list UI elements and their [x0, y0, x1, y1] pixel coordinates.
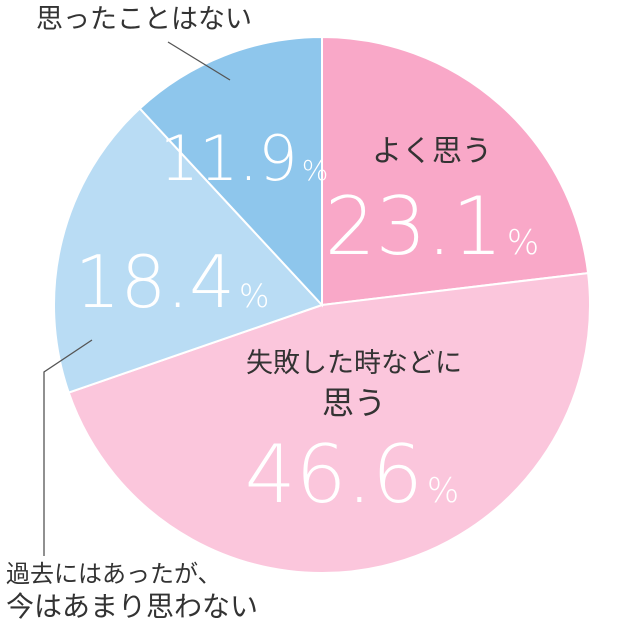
leader-line-past [43, 339, 93, 556]
slice-label-failure-line2: 思う [322, 384, 386, 422]
slice-value-often: 23.1% [325, 180, 539, 273]
pie-slice-past [53, 107, 324, 394]
slice-value-never: 11.9% [160, 122, 329, 195]
slice-value-past: 18.4% [75, 240, 270, 324]
pie-slice-often [321, 35, 590, 307]
pie-slice-never [138, 35, 323, 308]
slice-label-past-line2: 今はあまり思わない [6, 590, 258, 623]
pie-slices [53, 35, 591, 574]
slice-label-often: よく思う [372, 134, 492, 169]
slice-value-failure: 46.6% [245, 428, 459, 521]
slice-label-failure-line1: 失敗した時などに [246, 348, 462, 379]
slice-label-past-line1: 過去にはあったが、 [6, 560, 222, 588]
leader-line-never [167, 41, 231, 81]
slice-label-never: 思ったことはない [36, 4, 252, 35]
